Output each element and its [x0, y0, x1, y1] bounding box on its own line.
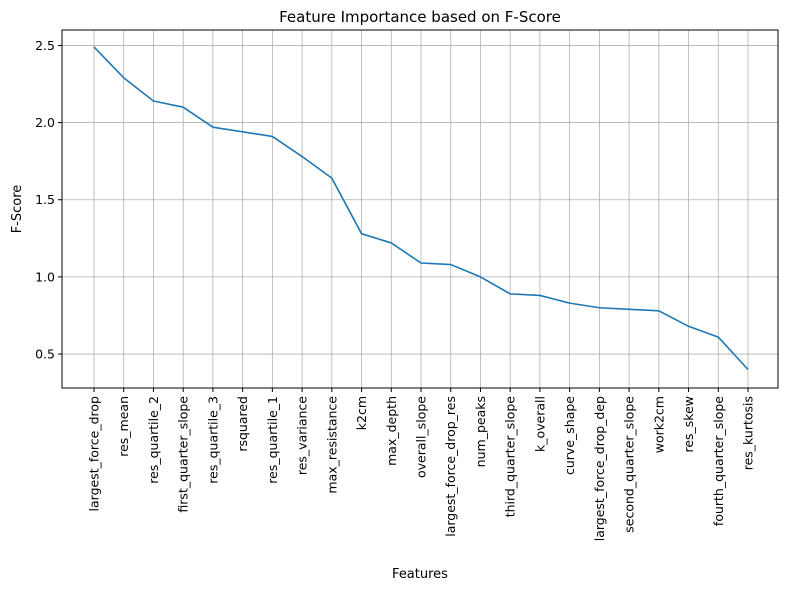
x-tick-label: res_variance: [295, 396, 310, 475]
x-tick-label: res_quartile_2: [146, 396, 161, 484]
chart-title: Feature Importance based on F-Score: [279, 8, 561, 26]
y-tick-label: 2.0: [35, 115, 55, 130]
x-tick-label: work2cm: [651, 396, 666, 453]
y-tick-label: 2.5: [35, 38, 55, 53]
x-tick-label: res_skew: [681, 396, 696, 453]
x-tick-label: k2cm: [354, 396, 369, 430]
x-tick-label: largest_force_drop_res: [443, 396, 458, 537]
x-tick-label: largest_force_drop: [87, 396, 102, 512]
x-tick-label: res_quartile_1: [265, 396, 280, 484]
x-tick-label: fourth_quarter_slope: [711, 396, 726, 526]
x-axis: largest_force_drop res_mean res_quartile_2…: [87, 388, 756, 541]
x-tick-label: third_quarter_slope: [503, 396, 518, 518]
x-tick-label: largest_force_drop_dep: [592, 396, 607, 541]
x-tick-label: k_overall: [532, 396, 547, 452]
x-tick-label: overall_slope: [414, 396, 429, 478]
y-axis: 0.5 1.0 1.5 2.0 2.5: [35, 38, 62, 362]
x-tick-label: num_peaks: [473, 396, 488, 467]
x-tick-label: res_quartile_3: [205, 396, 220, 484]
y-tick-label: 1.0: [35, 269, 55, 284]
x-tick-label: first_quarter_slope: [176, 396, 191, 513]
plot-frame: [62, 30, 778, 388]
x-tick-label: max_resistance: [324, 396, 339, 494]
x-tick-label: max_depth: [384, 396, 399, 466]
x-axis-label: Features: [392, 567, 448, 582]
y-tick-label: 1.5: [35, 192, 55, 207]
x-tick-label: curve_shape: [562, 396, 577, 475]
grid: [62, 30, 778, 388]
y-axis-label: F-Score: [10, 185, 25, 234]
y-tick-label: 0.5: [35, 347, 55, 362]
x-tick-label: second_quarter_slope: [622, 396, 637, 533]
x-tick-label: rsquared: [235, 396, 250, 452]
x-tick-label: res_kurtosis: [741, 396, 756, 470]
x-tick-label: res_mean: [116, 396, 131, 457]
